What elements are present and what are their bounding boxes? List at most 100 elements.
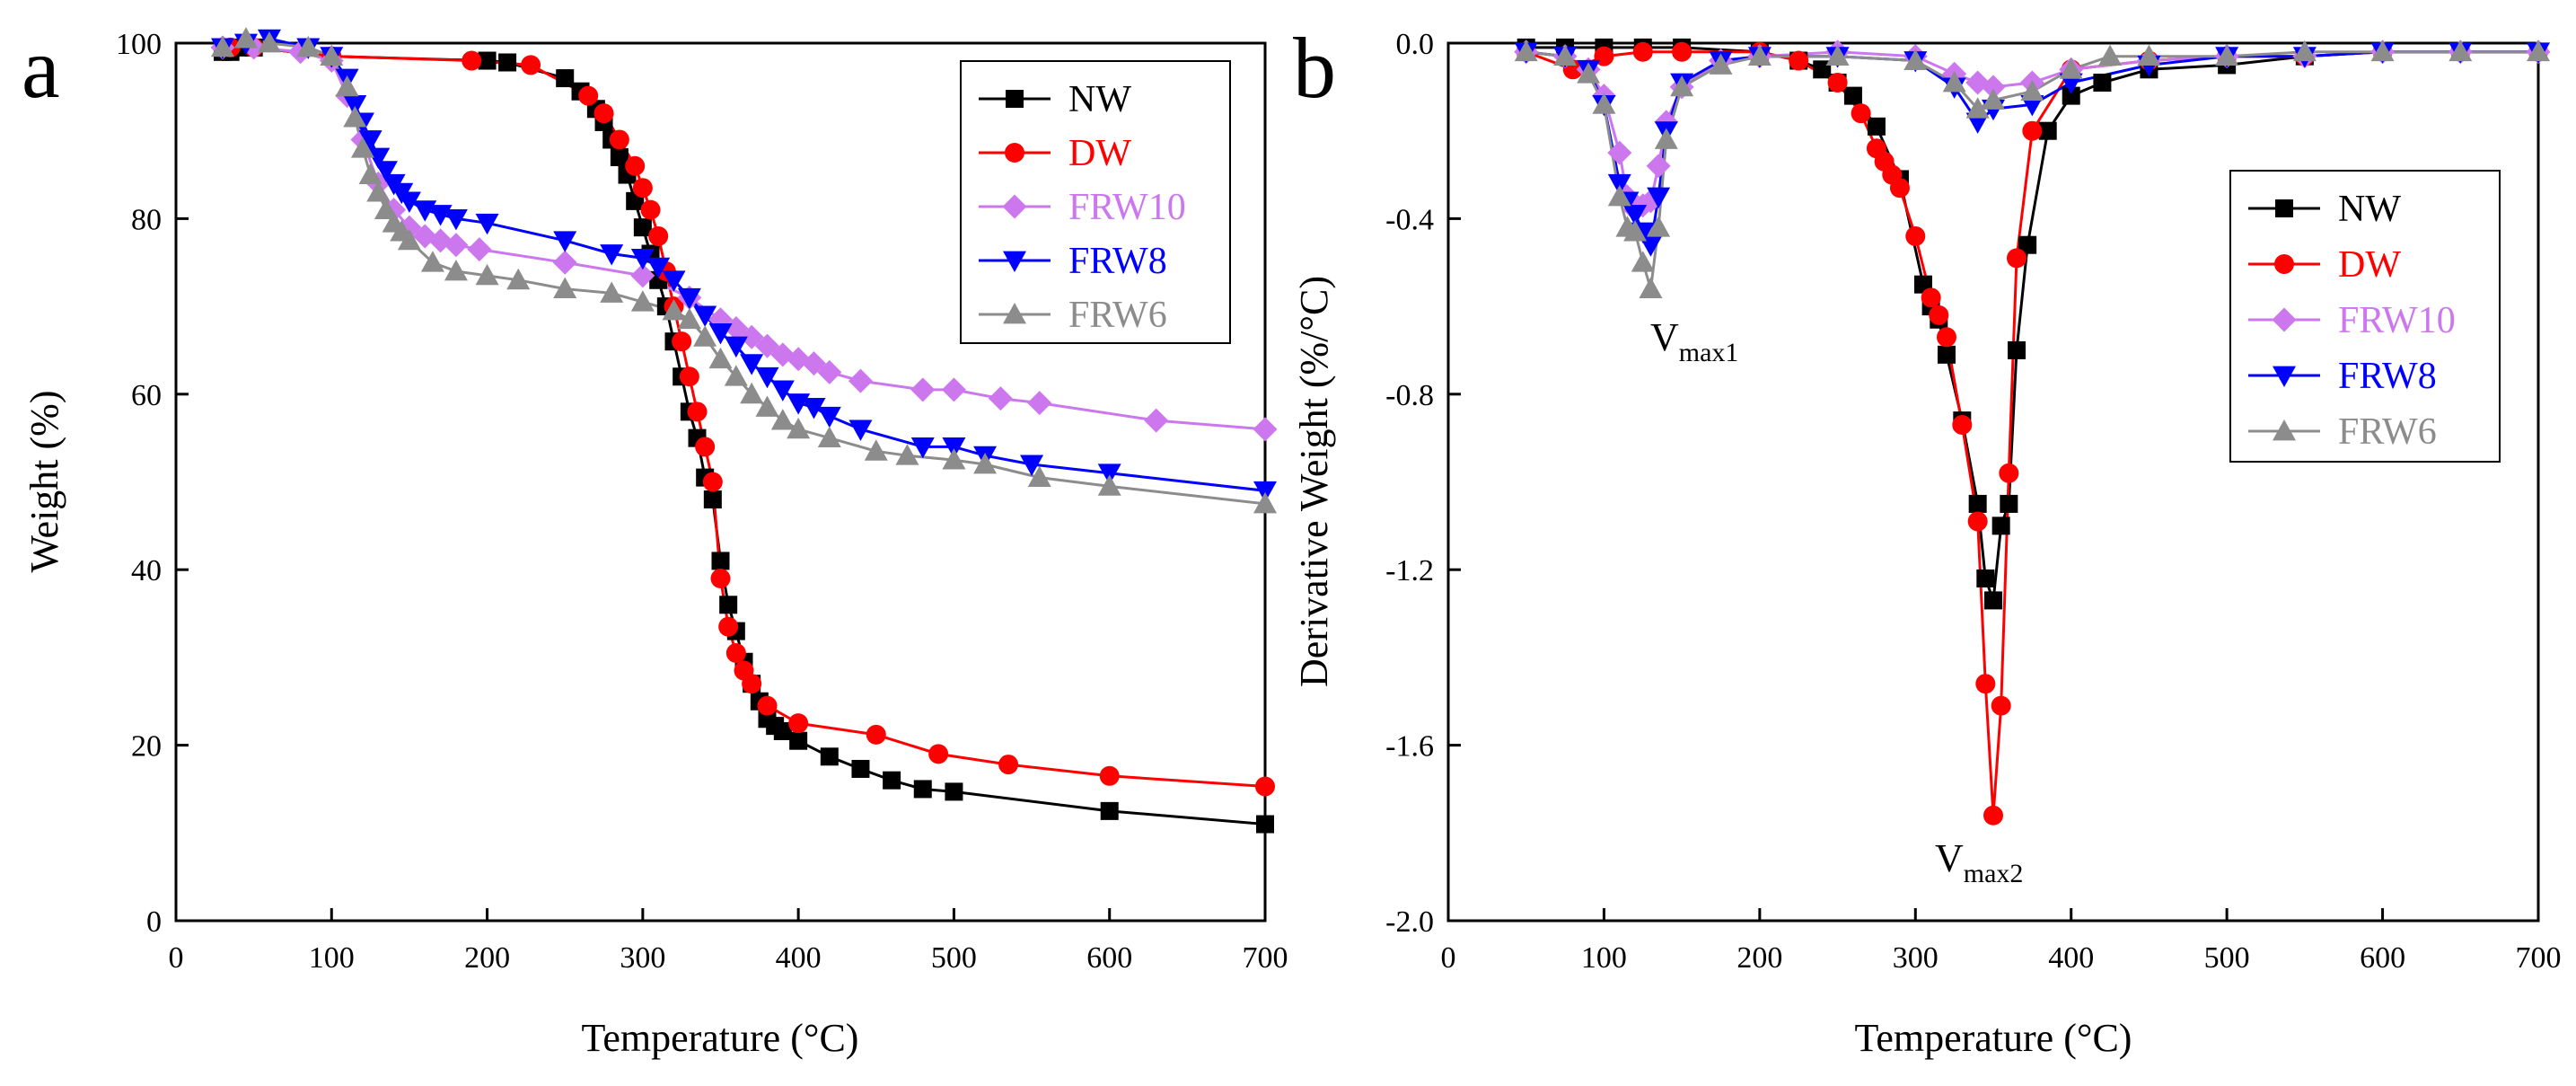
point-frw6 [600, 281, 624, 303]
plot-area-b: 0 100 200 300 400 500 600 700 -2.0 -1.6 -1.2 -0.8 -0… [1385, 28, 2561, 975]
point-dw [718, 616, 739, 637]
legend-marker-frw10 [2272, 307, 2297, 332]
point-dw [462, 50, 482, 71]
point-dw [640, 199, 661, 220]
point-dw [1991, 695, 2011, 716]
point-frw6 [350, 137, 374, 158]
point-dw [1827, 72, 1848, 93]
point-frw6 [817, 426, 841, 448]
x-tick-label: 500 [2204, 941, 2250, 975]
point-dw [2007, 248, 2027, 269]
point-dw [679, 366, 699, 387]
y-tick-label: 40 [131, 554, 162, 587]
point-frw6 [2137, 44, 2161, 66]
point-frw10 [552, 250, 577, 275]
axes-frame-b [1446, 41, 2540, 923]
point-frw8 [755, 366, 779, 389]
point-dw [521, 55, 541, 75]
point-frw10 [724, 316, 749, 341]
point-nw [2000, 494, 2018, 513]
point-frw6 [1253, 491, 1277, 514]
legend-label-frw10: FRW10 [1068, 187, 1186, 228]
y-tick-label: 0.0 [1396, 28, 1435, 61]
point-dw [1789, 50, 1809, 71]
x-tick-label: 700 [2516, 941, 2562, 975]
x-tick-label: 400 [2048, 941, 2094, 975]
point-nw [1976, 569, 1995, 587]
point-frw8 [1607, 173, 1631, 196]
point-dw [866, 724, 886, 745]
point-nw [1843, 86, 1862, 105]
legend-label-nw: NW [1068, 79, 1131, 120]
legend-label-nw: NW [2338, 189, 2401, 230]
point-frw8 [770, 380, 795, 402]
legend-marker-frw6 [2273, 419, 2296, 441]
point-frw6 [1903, 49, 1928, 70]
point-frw6 [233, 27, 258, 49]
point-frw6 [358, 163, 382, 184]
point-frw6 [1607, 184, 1631, 207]
point-frw8 [910, 437, 935, 459]
point-frw6 [1623, 220, 1648, 242]
point-frw6 [1747, 44, 1772, 66]
x-tick-label: 300 [620, 941, 665, 975]
point-frw8 [444, 209, 468, 231]
point-frw8 [942, 437, 966, 459]
point-frw6 [787, 417, 811, 439]
y-tick-label: -0.4 [1385, 203, 1434, 236]
point-frw10 [467, 237, 492, 262]
panel-label-a: a [22, 20, 60, 116]
point-frw10 [1027, 391, 1052, 416]
point-nw [703, 490, 722, 509]
point-frw8 [374, 161, 398, 182]
x-axis-title-a: Temperature (°C) [582, 1016, 859, 1060]
point-nw [913, 780, 932, 799]
x-tick-label: 600 [2360, 941, 2405, 975]
plot-area-a: 0 100 200 300 400 500 600 700 0 20 40 60 80 100 [116, 27, 1288, 975]
legend-marker-nw [1006, 90, 1024, 108]
point-dw [1967, 511, 1988, 532]
point-frw6 [444, 260, 468, 281]
point-nw [789, 731, 808, 750]
legend-label-frw8: FRW8 [1068, 241, 1167, 282]
point-nw [2038, 121, 2057, 140]
point-dw [1983, 805, 2003, 826]
point-frw8 [358, 130, 382, 152]
point-frw6 [1592, 93, 1616, 114]
point-frw6 [1654, 128, 1678, 149]
point-frw6 [553, 277, 577, 298]
y-tick-label: -2.0 [1385, 905, 1434, 939]
point-frw6 [475, 263, 499, 286]
legend-marker-frw10 [1002, 194, 1027, 219]
x-tick-label: 600 [1086, 941, 1132, 975]
legend-label-frw10: FRW10 [2338, 300, 2456, 341]
point-nw [1968, 494, 1987, 513]
x-tick-label: 200 [464, 941, 510, 975]
legend-marker-nw [2275, 199, 2293, 217]
point-frw6 [708, 347, 733, 369]
point-nw [1984, 591, 2002, 610]
point-dw [1851, 103, 1871, 124]
point-frw10 [397, 215, 422, 240]
point-nw [773, 721, 792, 740]
point-frw6 [1982, 88, 2005, 110]
annotation-vmax2-main: V [1935, 836, 1964, 880]
point-dw [788, 713, 809, 734]
point-frw10 [910, 377, 936, 402]
point-frw6 [1553, 44, 1578, 66]
point-frw6 [1639, 277, 1663, 298]
legend-marker-dw [2274, 254, 2294, 274]
x-tick-label: 400 [776, 941, 822, 975]
point-dw [998, 755, 1019, 775]
point-nw [1100, 801, 1119, 820]
panel-label-b: b [1293, 20, 1336, 116]
point-nw [2093, 73, 2112, 92]
x-tick-label: 300 [1893, 941, 1939, 975]
point-nw [1867, 117, 1886, 136]
point-dw [609, 129, 629, 150]
point-dw [710, 568, 731, 588]
point-frw10 [1646, 154, 1671, 179]
point-frw6 [296, 35, 321, 57]
point-frw6 [973, 452, 998, 474]
point-frw10 [1607, 140, 1632, 165]
